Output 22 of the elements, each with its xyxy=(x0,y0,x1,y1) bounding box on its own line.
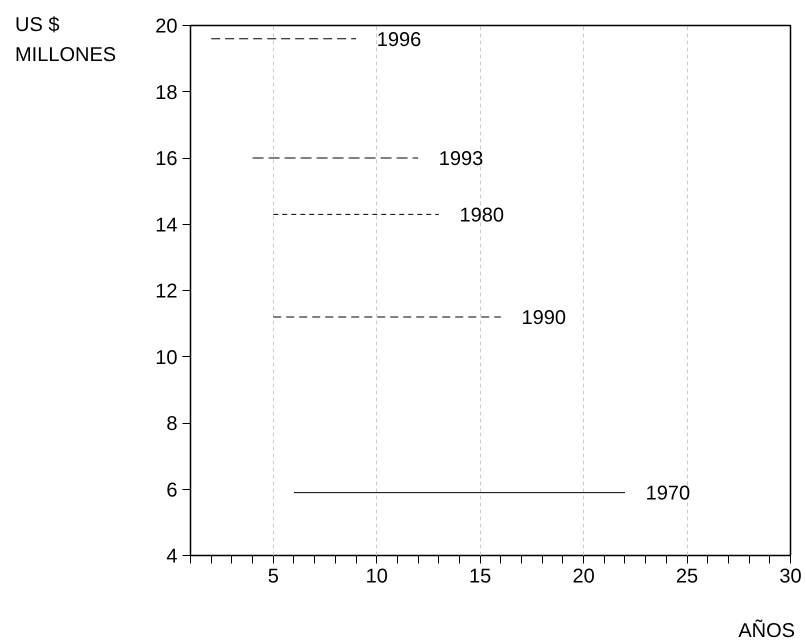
series-label: 1996 xyxy=(376,28,422,51)
x-tick-label: 15 xyxy=(469,566,492,588)
x-tick-label: 25 xyxy=(676,566,698,588)
y-tick-label: 8 xyxy=(166,413,178,435)
y-tick-label: 20 xyxy=(155,16,178,38)
x-tick-label: 20 xyxy=(572,566,595,588)
y-tick-label: 4 xyxy=(166,546,178,568)
y-tick-label: 16 xyxy=(155,148,178,170)
x-axis-title: AÑOS xyxy=(738,618,795,641)
y-tick-label: 18 xyxy=(155,82,178,104)
series-label: 1993 xyxy=(438,148,484,170)
y-tick-label: 14 xyxy=(155,214,178,236)
series-label: 1980 xyxy=(459,204,504,226)
series-label: 1970 xyxy=(646,482,690,505)
x-tick-label: 5 xyxy=(268,566,279,588)
y-tick-label: 10 xyxy=(155,346,178,369)
y-tick-label: 12 xyxy=(155,280,178,302)
x-tick-label: 30 xyxy=(779,566,802,588)
x-tick-label: 10 xyxy=(366,566,388,588)
y-axis-title: US $ MILLONES xyxy=(15,13,116,68)
y-tick-label: 6 xyxy=(166,479,178,502)
series-label: 1990 xyxy=(522,307,566,329)
